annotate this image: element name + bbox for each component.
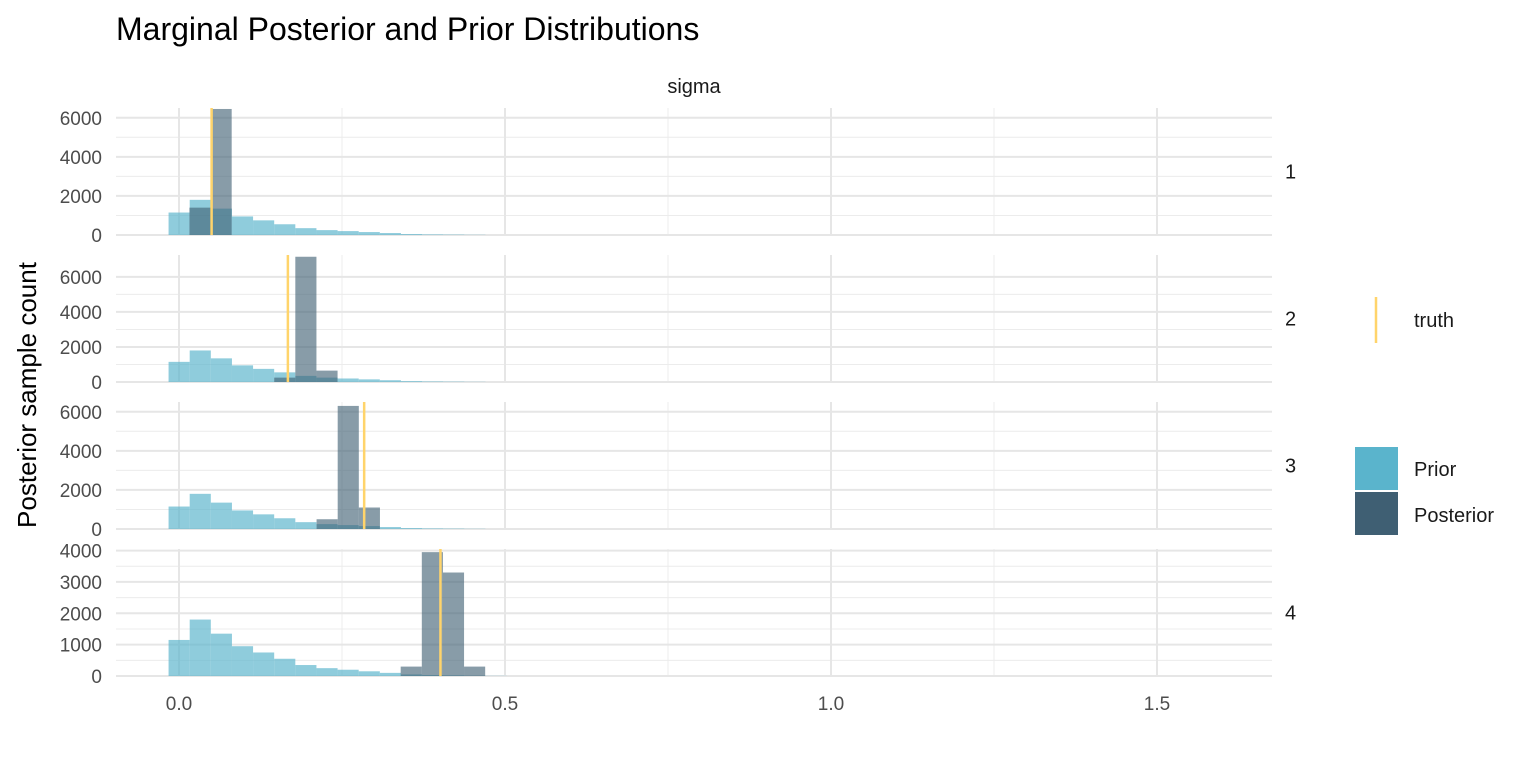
prior-bar [253, 514, 275, 529]
y-tick-label: 0 [91, 520, 102, 541]
prior-bar [231, 365, 254, 382]
prior-bar [358, 379, 380, 382]
prior-bar [274, 372, 296, 382]
posterior-bar [337, 405, 359, 529]
prior-bar [210, 358, 232, 382]
prior-bar [337, 231, 359, 235]
legend: truth Prior Posterior [1355, 297, 1494, 535]
prior-bar [231, 216, 254, 235]
prior-bar [253, 220, 275, 235]
x-tick-label: 0.5 [492, 694, 518, 715]
posterior-bar [442, 572, 465, 676]
prior-bar [337, 669, 359, 676]
y-tick-label: 0 [91, 226, 102, 247]
posterior-bar [358, 507, 380, 529]
legend-truth-label: truth [1414, 310, 1454, 332]
prior-bar [210, 502, 232, 529]
y-tick-label: 1000 [60, 636, 102, 657]
prior-bar [189, 350, 211, 382]
x-axis: 0.0 0.5 1.0 1.5 [166, 694, 1170, 715]
posterior-bar [400, 666, 422, 676]
prior-bar [379, 672, 401, 676]
prior-bar [168, 212, 190, 235]
prior-bar [168, 361, 190, 382]
y-tick-label: 6000 [60, 109, 102, 130]
y-tick-label: 2000 [60, 187, 102, 208]
y-tick-label: 6000 [60, 403, 102, 424]
y-tick-label: 4000 [60, 303, 102, 324]
facet-panel-1: 0 2000 4000 6000 1 [60, 108, 1296, 247]
facet-panel-3: 0 2000 4000 6000 3 [60, 402, 1296, 541]
posterior-bar [464, 666, 486, 676]
prior-bar [316, 668, 338, 676]
prior-bar [189, 619, 211, 676]
y-tick-label: 6000 [60, 268, 102, 289]
prior-bar [358, 232, 380, 235]
chart-title: Marginal Posterior and Prior Distributio… [116, 11, 699, 47]
prior-bar [295, 522, 317, 529]
facet-panels: 0 2000 4000 6000 1 0 2000 4000 6000 2 0 2000 4000 600… [60, 108, 1296, 688]
posterior-bar [189, 207, 211, 235]
y-tick-label: 0 [91, 373, 102, 394]
posterior-bar [316, 519, 338, 529]
facet-panel-4: 0 1000 2000 3000 4000 4 [60, 542, 1296, 688]
prior-bar [337, 378, 359, 382]
prior-bar [316, 230, 338, 235]
facet-strip-label: sigma [667, 76, 721, 98]
prior-bar [253, 368, 275, 382]
prior-bar [358, 671, 380, 676]
y-tick-label: 2000 [60, 604, 102, 625]
y-tick-label: 0 [91, 667, 102, 688]
legend-posterior-swatch [1355, 492, 1398, 535]
prior-bar [295, 665, 317, 676]
posterior-bar [295, 256, 317, 382]
y-axis-label: Posterior sample count [12, 261, 42, 528]
posterior-bar [274, 377, 296, 382]
y-tick-label: 2000 [60, 338, 102, 359]
y-tick-label: 4000 [60, 442, 102, 463]
prior-bar [231, 646, 254, 676]
prior-bar [422, 234, 444, 235]
y-tick-label: 4000 [60, 148, 102, 169]
legend-prior-label: Prior [1414, 459, 1457, 481]
prior-bar [422, 381, 444, 382]
facet-panel-2: 0 2000 4000 6000 2 [60, 255, 1296, 394]
prior-bar [210, 633, 232, 676]
x-tick-label: 0.0 [166, 694, 192, 715]
facet-label-3: 3 [1285, 456, 1296, 478]
y-tick-label: 3000 [60, 573, 102, 594]
facet-label-4: 4 [1285, 603, 1296, 625]
prior-bar [379, 233, 401, 235]
prior-bar [253, 652, 275, 676]
prior-bar [295, 228, 317, 235]
prior-bar [400, 381, 423, 382]
posterior-bar [421, 552, 443, 676]
prior-bar [379, 527, 401, 529]
facet-label-2: 2 [1285, 309, 1296, 331]
y-tick-label: 2000 [60, 481, 102, 502]
prior-bar [274, 224, 296, 235]
prior-bar [400, 528, 423, 529]
legend-posterior-label: Posterior [1414, 505, 1494, 527]
posterior-bar [210, 108, 232, 235]
prior-bar [274, 658, 296, 676]
prior-bar [422, 528, 444, 529]
prior-bar [189, 493, 211, 529]
facet-label-1: 1 [1285, 162, 1296, 184]
posterior-bar [316, 370, 338, 382]
legend-prior-swatch [1355, 447, 1398, 490]
prior-bar [274, 518, 296, 529]
x-tick-label: 1.5 [1144, 694, 1170, 715]
x-tick-label: 1.0 [818, 694, 844, 715]
y-tick-label: 4000 [60, 542, 102, 563]
prior-bar [231, 510, 254, 529]
prior-bar [168, 506, 190, 529]
prior-bar [168, 639, 190, 676]
prior-bar [400, 234, 423, 235]
prior-bar [379, 380, 401, 382]
